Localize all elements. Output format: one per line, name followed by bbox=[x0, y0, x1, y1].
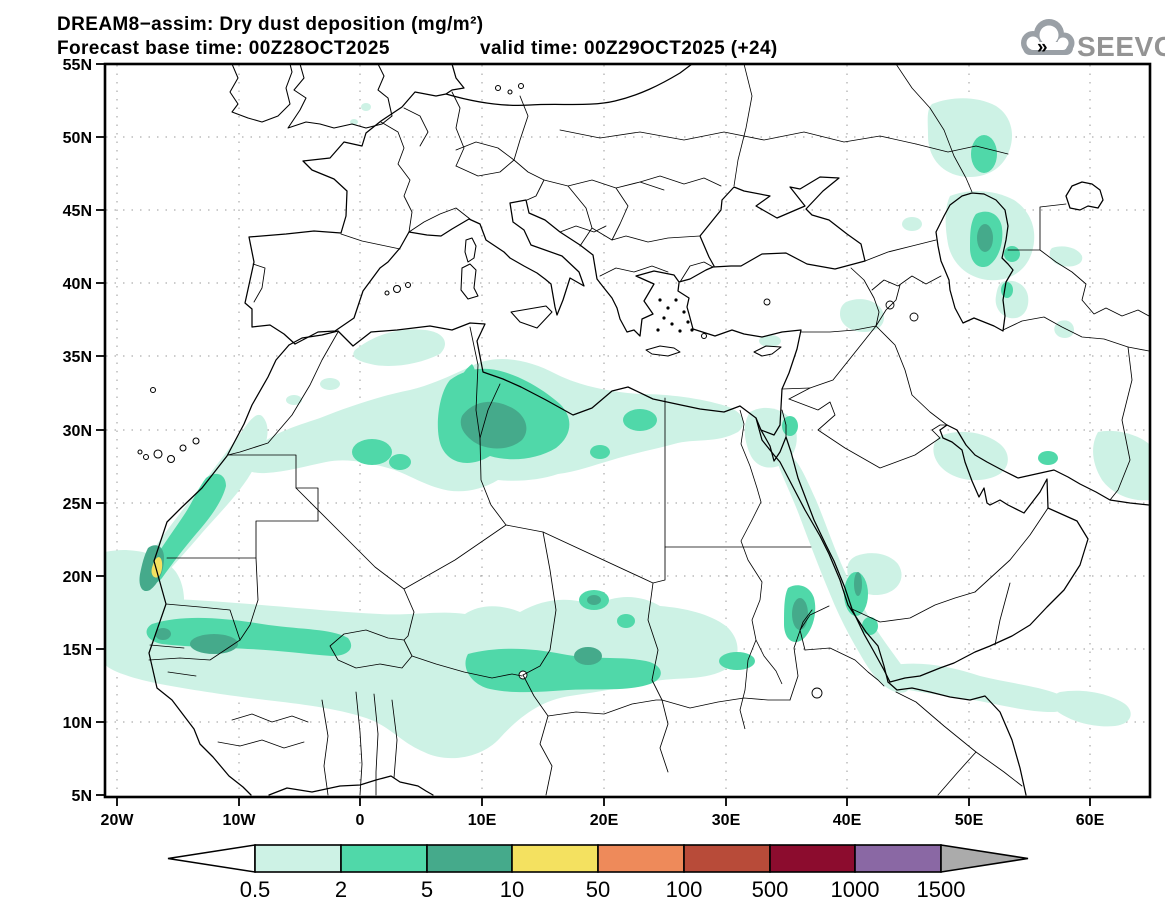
lon-label: 0 bbox=[356, 812, 365, 829]
lat-label: 30N bbox=[63, 423, 92, 440]
lon-label: 10W bbox=[223, 812, 257, 829]
legend-label: 1500 bbox=[917, 877, 966, 902]
legend-label: 50 bbox=[586, 877, 610, 902]
lat-label: 20N bbox=[63, 569, 92, 586]
lon-label: 10E bbox=[468, 812, 497, 829]
lat-label: 45N bbox=[63, 203, 92, 220]
country-borders bbox=[148, 91, 1149, 796]
lon-label: 60E bbox=[1076, 812, 1105, 829]
legend-label: 1000 bbox=[831, 877, 880, 902]
header: DREAM8−assim: Dry dust deposition (mg/m²… bbox=[57, 14, 1165, 62]
lakes bbox=[518, 298, 919, 699]
lat-label: 25N bbox=[63, 496, 92, 513]
legend-box-2-5 bbox=[340, 844, 428, 873]
lat-axis: 55N 50N 45N 40N 35N 30N 25N 20N 15N 10N … bbox=[63, 57, 92, 805]
legend-box-10-50 bbox=[511, 844, 599, 873]
legend-label: 10 bbox=[500, 877, 524, 902]
legend-arrow-above bbox=[940, 844, 1029, 873]
lon-label: 30E bbox=[712, 812, 741, 829]
lon-axis: 20W 10W 0 10E 20E 30E 40E 50E 60E bbox=[101, 812, 1105, 829]
lat-label: 15N bbox=[63, 642, 92, 659]
lon-label: 20W bbox=[101, 812, 135, 829]
legend-colorbar: 0.5 2 5 10 50 100 500 1000 1500 bbox=[167, 844, 1029, 902]
legend-box-100-500 bbox=[683, 844, 771, 873]
lat-label: 55N bbox=[63, 57, 92, 74]
lat-label: 10N bbox=[63, 715, 92, 732]
axis-ticks bbox=[96, 63, 1091, 806]
forecast-base-time: Forecast base time: 00Z28OCT2025 bbox=[57, 38, 390, 59]
legend-labels: 0.5 2 5 10 50 100 500 1000 1500 bbox=[240, 877, 966, 902]
lat-label: 50N bbox=[63, 130, 92, 147]
legend-label: 100 bbox=[666, 877, 703, 902]
islands bbox=[137, 65, 782, 464]
lon-label: 40E bbox=[833, 812, 862, 829]
lon-label: 20E bbox=[590, 812, 619, 829]
svg-text:»: » bbox=[1037, 37, 1048, 58]
legend-box-1000-1500 bbox=[854, 844, 942, 873]
legend-label: 0.5 bbox=[240, 877, 271, 902]
rivers bbox=[733, 65, 973, 730]
lat-label: 5N bbox=[72, 788, 92, 805]
legend-label: 500 bbox=[752, 877, 789, 902]
legend-box-50-100 bbox=[597, 844, 685, 873]
coastlines bbox=[148, 65, 1149, 796]
legend-box-5-10 bbox=[426, 844, 513, 873]
lat-label: 35N bbox=[63, 349, 92, 366]
legend-box-0p5-2 bbox=[254, 844, 342, 873]
legend-arrow-below bbox=[167, 844, 256, 873]
lon-label: 50E bbox=[955, 812, 984, 829]
aegean-island-dots bbox=[656, 298, 694, 333]
seevccc-logo: » SEEVCCC bbox=[1021, 19, 1165, 62]
logo-text: SEEVCCC bbox=[1077, 31, 1165, 62]
legend-label: 5 bbox=[421, 877, 433, 902]
legend-label: 2 bbox=[335, 877, 347, 902]
valid-time: valid time: 00Z29OCT2025 (+24) bbox=[480, 38, 778, 59]
map-panel: 55N 50N 45N 40N 35N 30N 25N 20N 15N 10N … bbox=[63, 57, 1152, 829]
cloud-icon: » bbox=[1021, 19, 1075, 58]
lat-label: 40N bbox=[63, 276, 92, 293]
legend-box-500-1000 bbox=[769, 844, 856, 873]
page-title: DREAM8−assim: Dry dust deposition (mg/m²… bbox=[57, 14, 484, 35]
